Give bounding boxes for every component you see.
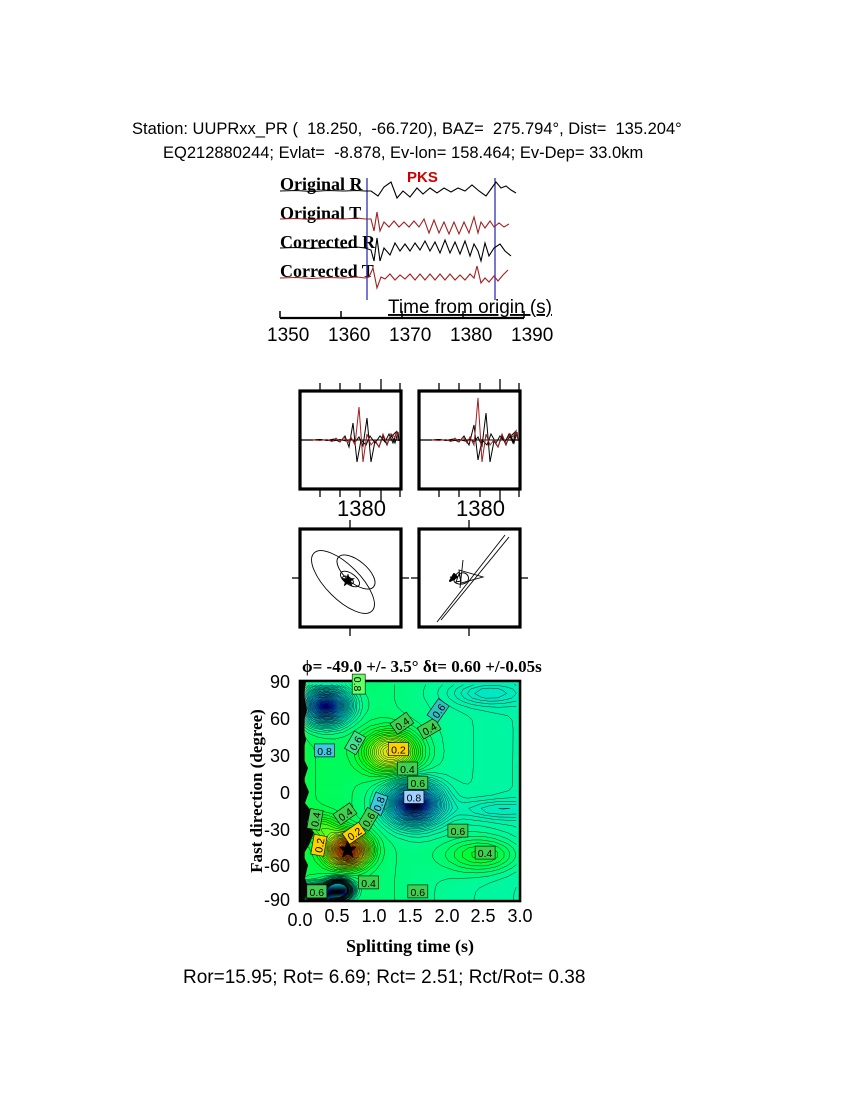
svg-text:0.6: 0.6 [309, 887, 324, 899]
svg-text:0.8: 0.8 [407, 793, 422, 805]
svg-text:1380: 1380 [456, 496, 505, 521]
svg-text:0.2: 0.2 [313, 837, 327, 854]
svg-text:ϕ= -49.0 +/- 3.5° δt= 0.60 +/-: ϕ= -49.0 +/- 3.5° δt= 0.60 +/-0.05s [302, 657, 542, 676]
svg-text:1380: 1380 [450, 325, 492, 346]
svg-text:90: 90 [270, 672, 290, 692]
svg-text:Ror=15.95; Rot= 6.69; Rct= 2.5: Ror=15.95; Rot= 6.69; Rct= 2.51; Rct/Rot… [183, 967, 585, 988]
svg-text:0.4: 0.4 [361, 878, 376, 890]
svg-text:0.4: 0.4 [478, 848, 493, 860]
svg-text:-60: -60 [264, 856, 290, 876]
svg-text:-30: -30 [264, 820, 290, 840]
svg-text:0.6: 0.6 [410, 887, 425, 899]
svg-text:0.4: 0.4 [309, 811, 323, 828]
svg-text:1370: 1370 [389, 325, 431, 346]
svg-text:0.0: 0.0 [287, 910, 312, 930]
svg-text:0.6: 0.6 [410, 778, 425, 790]
svg-text:Splitting time (s): Splitting time (s) [346, 936, 474, 957]
svg-text:Fast direction (degree): Fast direction (degree) [247, 709, 266, 873]
svg-text:1.0: 1.0 [361, 906, 386, 926]
svg-text:1360: 1360 [328, 325, 370, 346]
svg-text:1380: 1380 [337, 496, 386, 521]
svg-text:1350: 1350 [267, 325, 309, 346]
svg-text:PKS: PKS [407, 169, 438, 186]
svg-text:60: 60 [270, 709, 290, 729]
svg-text:Original T: Original T [280, 203, 361, 223]
svg-text:2.5: 2.5 [470, 906, 495, 926]
svg-text:0.6: 0.6 [451, 826, 466, 838]
svg-text:0.8: 0.8 [317, 746, 332, 758]
svg-text:30: 30 [270, 746, 290, 766]
svg-text:0.8: 0.8 [351, 677, 363, 692]
svg-text:0.2: 0.2 [391, 745, 406, 757]
svg-text:2.0: 2.0 [434, 906, 459, 926]
svg-text:0.4: 0.4 [400, 764, 415, 776]
svg-text:Corrected R: Corrected R [280, 232, 376, 252]
svg-text:Time from origin (s): Time from origin (s) [388, 297, 552, 318]
svg-text:0: 0 [280, 783, 290, 803]
svg-text:0.5: 0.5 [324, 906, 349, 926]
svg-text:1.5: 1.5 [397, 906, 422, 926]
svg-text:3.0: 3.0 [507, 906, 532, 926]
svg-text:1390: 1390 [511, 325, 553, 346]
svg-text:-90: -90 [264, 890, 290, 910]
